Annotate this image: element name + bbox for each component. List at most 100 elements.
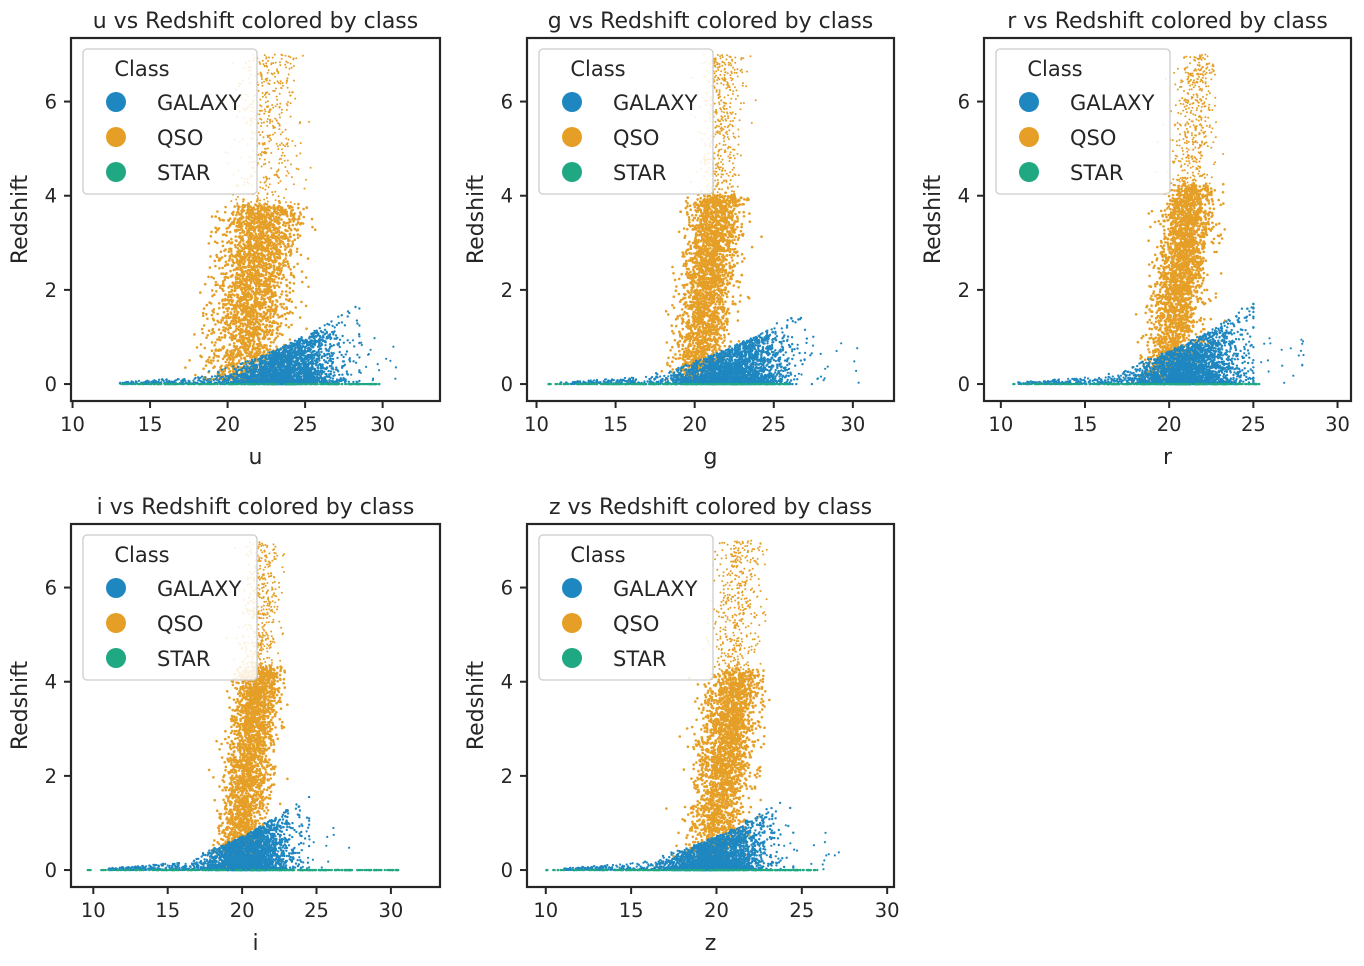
qso-point <box>249 218 252 222</box>
qso-point <box>274 211 278 215</box>
qso-point <box>237 348 240 351</box>
qso-point <box>275 119 278 122</box>
qso-point <box>227 302 231 305</box>
galaxy-point <box>324 360 328 363</box>
qso-point <box>261 258 264 261</box>
qso-point <box>231 319 235 322</box>
qso-point <box>246 203 249 207</box>
qso-point <box>285 174 288 177</box>
qso-point <box>274 321 278 324</box>
galaxy-point <box>277 377 281 380</box>
qso-point <box>262 301 266 304</box>
qso-point <box>277 230 281 233</box>
qso-point <box>245 275 249 279</box>
qso-point <box>235 239 238 243</box>
qso-point <box>282 144 285 146</box>
qso-point <box>210 349 214 353</box>
qso-point <box>269 241 272 244</box>
qso-point <box>249 316 253 320</box>
qso-point <box>265 271 268 274</box>
qso-point <box>280 212 284 216</box>
qso-point <box>249 356 252 359</box>
qso-point <box>260 293 264 297</box>
qso-point <box>244 222 248 226</box>
qso-point <box>268 314 272 317</box>
qso-point <box>280 293 283 296</box>
qso-point <box>256 194 259 197</box>
qso-point <box>280 142 283 145</box>
qso-point <box>245 327 248 331</box>
qso-point <box>274 75 276 78</box>
qso-point <box>234 254 237 257</box>
galaxy-point <box>331 324 334 328</box>
qso-point <box>270 152 273 154</box>
qso-point <box>224 260 228 264</box>
qso-point <box>267 147 269 150</box>
qso-point <box>222 289 225 293</box>
qso-point <box>236 267 240 271</box>
qso-point <box>224 293 227 296</box>
qso-point <box>266 200 269 203</box>
qso-point <box>259 104 262 107</box>
qso-point <box>255 317 259 321</box>
qso-point <box>265 291 269 294</box>
galaxy-point <box>318 371 321 374</box>
qso-point <box>238 324 242 328</box>
galaxy-point <box>314 367 317 371</box>
qso-point <box>256 208 259 211</box>
qso-point <box>221 240 224 243</box>
qso-point <box>283 312 287 316</box>
qso-point <box>271 280 275 283</box>
galaxy-point <box>289 341 292 345</box>
galaxy-point <box>320 372 323 376</box>
galaxy-point <box>319 344 322 348</box>
qso-point <box>225 316 228 320</box>
qso-point <box>222 302 225 306</box>
qso-point <box>307 285 310 289</box>
qso-point <box>275 327 279 331</box>
qso-point <box>279 263 283 266</box>
qso-point <box>248 298 252 301</box>
qso-point <box>268 161 271 164</box>
qso-point <box>218 267 221 270</box>
galaxy-point <box>315 364 318 367</box>
qso-point <box>272 89 275 92</box>
qso-point <box>278 217 281 220</box>
qso-point <box>217 355 220 358</box>
qso-point <box>270 219 274 222</box>
qso-point <box>209 255 212 258</box>
qso-point <box>295 154 298 157</box>
galaxy-point <box>265 360 268 363</box>
qso-point <box>246 208 250 211</box>
qso-point <box>238 250 242 254</box>
qso-point <box>268 79 271 82</box>
qso-point <box>265 203 269 206</box>
qso-point <box>281 131 284 134</box>
qso-point <box>236 284 239 288</box>
qso-point <box>296 218 299 221</box>
qso-point <box>273 228 276 232</box>
qso-point <box>269 316 272 320</box>
qso-point <box>257 232 261 236</box>
qso-point <box>266 257 270 261</box>
qso-point <box>259 72 262 75</box>
qso-point <box>259 62 262 65</box>
qso-point <box>247 284 251 287</box>
qso-point <box>259 283 262 286</box>
qso-point <box>289 115 292 118</box>
galaxy-point <box>303 349 307 352</box>
qso-point <box>254 203 257 206</box>
qso-point <box>266 105 269 108</box>
qso-point <box>232 351 235 355</box>
qso-point <box>252 246 256 250</box>
qso-point <box>266 235 269 238</box>
qso-point <box>238 261 241 265</box>
qso-point <box>288 232 292 236</box>
qso-point <box>234 245 237 249</box>
qso-point <box>242 330 246 333</box>
qso-point <box>268 348 272 351</box>
qso-point <box>252 336 255 339</box>
qso-point <box>282 302 285 306</box>
qso-point <box>290 323 293 327</box>
galaxy-point <box>264 357 267 360</box>
